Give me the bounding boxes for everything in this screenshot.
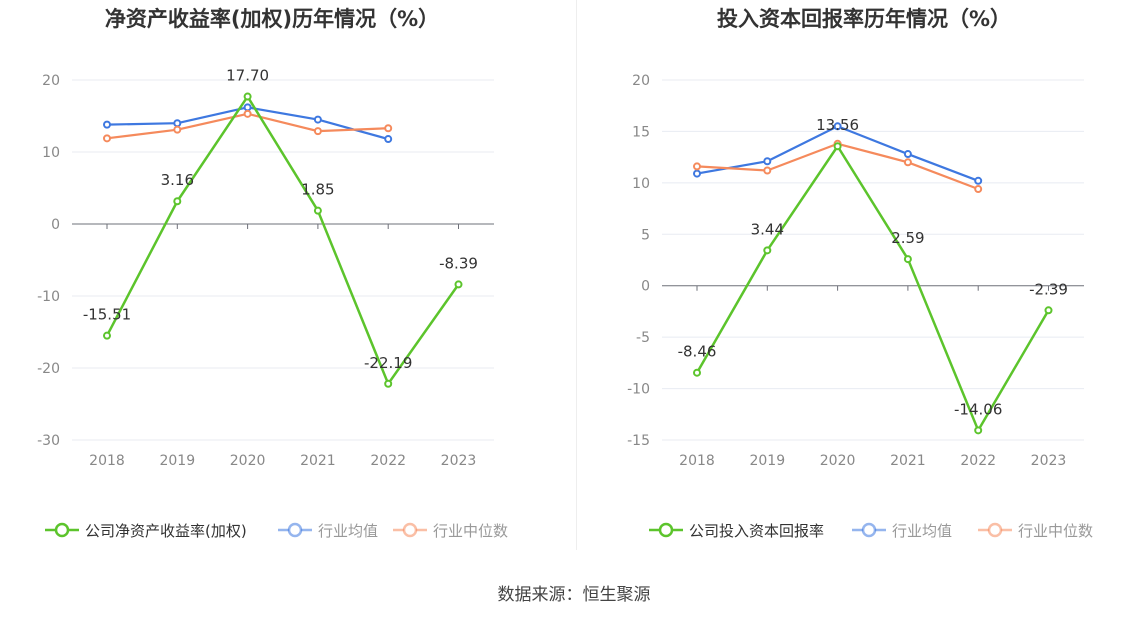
x-tick-label: 2018 xyxy=(679,453,715,469)
data-label: -15.51 xyxy=(83,306,131,324)
data-point-company xyxy=(313,206,322,215)
data-label: 17.70 xyxy=(226,67,269,85)
data-point-industry_avg xyxy=(903,150,912,159)
data-point-industry_median xyxy=(763,166,772,175)
data-point-industry_avg xyxy=(313,115,322,124)
y-tick-label: 10 xyxy=(632,176,650,192)
x-tick-label: 2020 xyxy=(820,453,856,469)
data-label: -8.39 xyxy=(439,254,478,272)
x-tick-label: 2019 xyxy=(159,453,195,469)
data-label: 3.16 xyxy=(161,171,194,189)
data-point-industry_median xyxy=(384,124,393,133)
data-label: -2.39 xyxy=(1029,280,1068,298)
legend-marker-industry_median xyxy=(987,522,1003,538)
data-point-company xyxy=(103,331,111,340)
legend-label-industry_median: 行业中位数 xyxy=(433,522,508,540)
data-point-company xyxy=(693,368,701,377)
data-point-industry_median xyxy=(313,127,322,136)
data-point-industry_median xyxy=(103,134,111,143)
data-point-industry_median xyxy=(173,125,182,134)
legend-label-industry_median: 行业中位数 xyxy=(1018,522,1093,540)
y-tick-label: 20 xyxy=(42,73,60,89)
chart-title: 投入资本回报率历年情况（%） xyxy=(717,7,1011,31)
data-point-company xyxy=(903,255,912,264)
data-point-industry_median xyxy=(903,158,912,167)
y-tick-label: -20 xyxy=(37,361,60,377)
x-tick-label: 2022 xyxy=(370,453,406,469)
data-point-company xyxy=(454,280,463,289)
data-label: 13.56 xyxy=(816,116,859,134)
legend-marker-industry_median xyxy=(402,522,418,538)
legend-label-industry_avg: 行业均值 xyxy=(318,522,378,540)
y-tick-label: -10 xyxy=(627,382,650,398)
y-tick-label: 20 xyxy=(632,73,650,89)
data-point-industry_avg xyxy=(243,103,252,112)
data-source: 数据来源：恒生聚源 xyxy=(497,585,651,605)
x-tick-label: 2020 xyxy=(230,453,266,469)
y-tick-label: -30 xyxy=(37,433,60,449)
data-label: 2.59 xyxy=(891,229,924,247)
data-point-company xyxy=(384,379,393,388)
data-point-company xyxy=(974,426,983,435)
x-tick-label: 2018 xyxy=(89,453,125,469)
data-point-industry_avg xyxy=(974,176,983,185)
x-tick-label: 2019 xyxy=(749,453,785,469)
roe-chart: 净资产收益率(加权)历年情况（%） 20 10 0 -10 -20 -30 2018 2019 2… xyxy=(37,7,508,540)
y-tick-label: -10 xyxy=(37,289,60,305)
data-point-industry_avg xyxy=(693,169,701,178)
data-point-industry_avg xyxy=(384,135,393,144)
data-label: 1.85 xyxy=(301,181,334,199)
legend-marker-company xyxy=(54,522,70,538)
legend-marker-industry_avg xyxy=(287,522,303,538)
legend-label-company: 公司投入资本回报率 xyxy=(689,522,824,540)
y-tick-label: 0 xyxy=(641,279,650,295)
y-tick-label: -5 xyxy=(636,330,650,346)
data-point-industry_avg xyxy=(103,120,111,129)
data-label: -22.19 xyxy=(364,354,412,372)
x-tick-label: 2021 xyxy=(890,453,926,469)
data-point-industry_avg xyxy=(833,122,842,131)
x-tick-label: 2023 xyxy=(1031,453,1067,469)
x-tick-label: 2021 xyxy=(300,453,336,469)
data-point-industry_median xyxy=(243,109,252,118)
data-point-company xyxy=(1044,306,1053,315)
y-tick-label: 5 xyxy=(641,227,650,243)
x-tick-label: 2022 xyxy=(960,453,996,469)
data-label: 3.44 xyxy=(751,220,784,238)
data-point-company xyxy=(763,246,772,255)
chart-title: 净资产收益率(加权)历年情况（%） xyxy=(105,7,439,31)
data-point-industry_median xyxy=(693,162,701,171)
data-label: -14.06 xyxy=(954,400,1002,418)
y-tick-label: 15 xyxy=(632,124,650,140)
series-line-company xyxy=(105,95,460,386)
data-point-company xyxy=(243,92,252,101)
data-point-industry_median xyxy=(974,185,983,194)
legend-marker-industry_avg xyxy=(861,522,877,538)
data-label: -8.46 xyxy=(678,343,717,361)
x-tick-label: 2023 xyxy=(441,453,477,469)
y-tick-label: -15 xyxy=(627,433,650,449)
data-point-company xyxy=(833,142,842,151)
data-point-industry_avg xyxy=(763,157,772,166)
legend-label-company: 公司净资产收益率(加权) xyxy=(85,522,247,540)
data-point-industry_avg xyxy=(173,119,182,128)
data-point-company xyxy=(173,197,182,206)
legend-label-industry_avg: 行业均值 xyxy=(892,522,952,540)
series-line-company xyxy=(695,144,1050,432)
y-tick-label: 0 xyxy=(51,217,60,233)
y-tick-label: 10 xyxy=(42,145,60,161)
chart-divider xyxy=(576,0,577,550)
legend-marker-company xyxy=(658,522,674,538)
roic-chart: 投入资本回报率历年情况（%） 20 15 10 5 0 -5 -10 -15 2018 2019 20… xyxy=(627,7,1093,540)
